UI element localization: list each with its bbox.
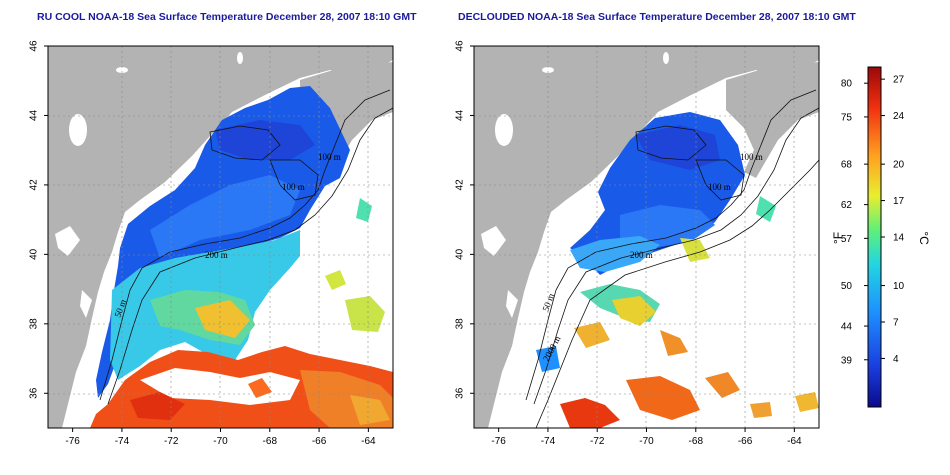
panel-title-left: RU COOL NOAA-18 Sea Surface Temperature … [37, 11, 417, 23]
land-mass [474, 46, 819, 428]
lake [237, 52, 243, 64]
y-tick-label: 46 [29, 40, 40, 52]
shelf-water-cold [96, 86, 350, 398]
x-tick-label: -74 [115, 436, 130, 447]
y-tick-label: 36 [455, 387, 466, 399]
celsius-tick-label: 17 [893, 196, 905, 207]
fahrenheit-tick-label: 75 [841, 112, 853, 123]
contour-label: 200 m [205, 250, 228, 260]
fahrenheit-tick-label: 80 [841, 79, 853, 90]
fahrenheit-tick-label: 62 [841, 200, 853, 211]
y-tick-label: 38 [29, 318, 40, 330]
lake [663, 52, 669, 64]
x-tick-label: -68 [689, 436, 704, 447]
contour-label: 100 m [318, 152, 341, 162]
y-tick-label: 46 [455, 40, 466, 52]
fahrenheit-tick-label: 44 [841, 322, 853, 333]
bay [506, 290, 518, 318]
lake [495, 114, 513, 146]
y-tick-label: 44 [29, 109, 40, 121]
contour-label: 200 m [630, 250, 653, 260]
graticule [48, 46, 393, 428]
contour-label: 100 m [740, 152, 763, 162]
lake [542, 67, 554, 73]
lake [55, 226, 80, 256]
celsius-tick-label: 27 [893, 75, 905, 86]
x-tick-label: -66 [738, 436, 753, 447]
x-tick-label: -66 [312, 436, 327, 447]
colorbar-gradient [867, 66, 882, 408]
land-mass [48, 46, 393, 428]
map-right: 100 m 100 m 200 m 50 m 2000 m [473, 45, 820, 429]
y-tick-label: 44 [455, 109, 466, 121]
bay [80, 290, 92, 318]
x-tick-label: -64 [361, 436, 376, 447]
x-tick-label: -72 [164, 436, 179, 447]
x-tick-label: -70 [639, 436, 654, 447]
map-left: 100 m 100 m 200 m 50 m [47, 45, 394, 429]
fahrenheit-tick-label: 57 [841, 234, 853, 245]
nova-scotia-land [726, 62, 819, 178]
celsius-tick-label: 20 [893, 160, 905, 171]
x-tick-label: -64 [787, 436, 802, 447]
colorbar-ticks: 27 24 20 17 14 10 7 4 80 75 68 62 57 50 44 39 [841, 75, 905, 367]
graticule [474, 46, 819, 428]
lake [116, 67, 128, 73]
y-tick-label: 36 [29, 387, 40, 399]
fahrenheit-tick-label: 39 [841, 355, 853, 366]
y-tick-label: 38 [455, 318, 466, 330]
bay [86, 340, 98, 380]
celsius-tick-label: 24 [893, 111, 905, 122]
x-tick-label: -74 [541, 436, 556, 447]
celsius-tick-label: 7 [893, 318, 899, 329]
fahrenheit-tick-label: 68 [841, 160, 853, 171]
y-tick-label: 40 [455, 248, 466, 260]
nova-scotia-land [300, 62, 393, 178]
bay [512, 340, 524, 380]
x-tick-label: -76 [65, 436, 80, 447]
celsius-tick-label: 10 [893, 281, 905, 292]
lake [69, 114, 87, 146]
panel-title-right: DECLOUDED NOAA-18 Sea Surface Temperatur… [458, 11, 856, 23]
lake [481, 226, 506, 256]
x-tick-label: -68 [263, 436, 278, 447]
y-tick-label: 42 [455, 179, 466, 191]
contour-label: 100 m [708, 182, 731, 192]
celsius-unit-label: °C [917, 231, 931, 245]
celsius-tick-label: 14 [893, 233, 905, 244]
celsius-tick-label: 4 [893, 354, 899, 365]
x-tick-label: -76 [491, 436, 506, 447]
gulf-stream-warm [560, 398, 620, 428]
x-tick-label: -72 [590, 436, 605, 447]
contour-label: 100 m [282, 182, 305, 192]
y-tick-label: 42 [29, 179, 40, 191]
axes-left: -76 -74 -72 -70 -68 -66 -64 36 38 40 42 44 46 [29, 40, 376, 447]
fahrenheit-unit-label: °F [831, 232, 845, 244]
x-tick-label: -70 [213, 436, 228, 447]
y-tick-label: 40 [29, 248, 40, 260]
colorbar: 27 24 20 17 14 10 7 4 80 75 68 62 57 50 44 39 °F °C [831, 66, 931, 408]
fahrenheit-tick-label: 50 [841, 281, 853, 292]
axes-right: -76 -74 -72 -70 -68 -66 -64 36 38 40 42 44 46 [455, 40, 802, 447]
